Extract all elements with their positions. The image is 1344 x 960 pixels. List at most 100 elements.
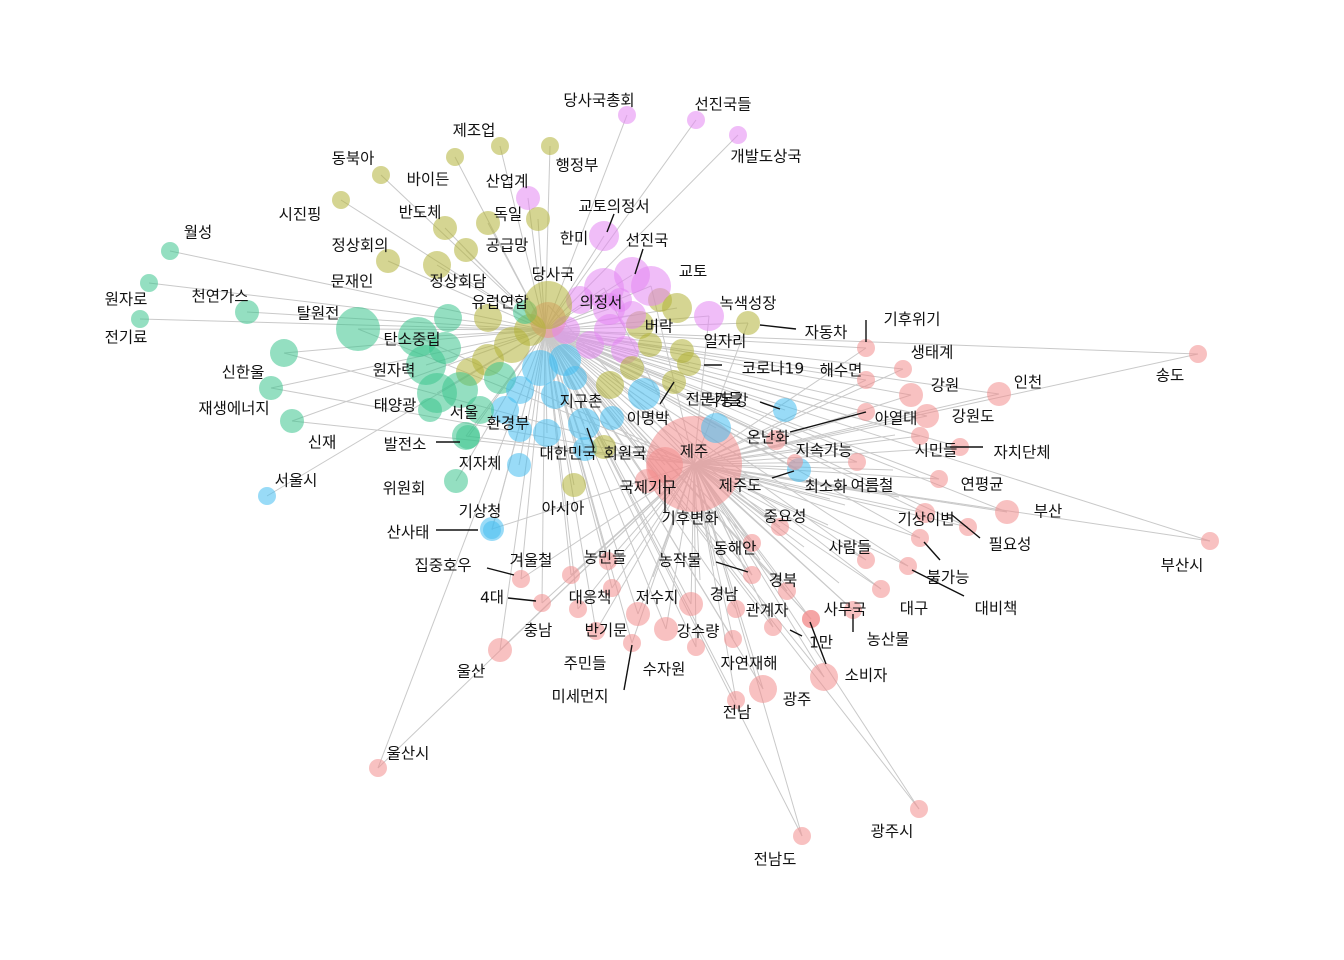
- node-jijache[interactable]: [507, 453, 531, 477]
- node-jigucheon[interactable]: [568, 408, 600, 440]
- node-4dae[interactable]: [533, 594, 551, 612]
- node-cheonyeongas[interactable]: [235, 300, 259, 324]
- node-dangsaguk_chonghoe[interactable]: [618, 106, 636, 124]
- node-dangsaguk[interactable]: [593, 293, 625, 325]
- node-haesumyeon[interactable]: [857, 371, 875, 389]
- node-jeongiryo[interactable]: [131, 310, 149, 328]
- node-onnanhwa[interactable]: [701, 413, 731, 443]
- node-jeongsanghoedam[interactable]: [423, 251, 451, 279]
- node-daehanminguk[interactable]: [573, 437, 597, 461]
- node-chungnam[interactable]: [569, 600, 587, 618]
- node-gwangyeja[interactable]: [764, 618, 782, 636]
- node-hoewonguk[interactable]: [592, 435, 616, 459]
- node-gangwon[interactable]: [899, 383, 923, 407]
- node-baideun[interactable]: [446, 148, 464, 166]
- node-gangwondo[interactable]: [915, 404, 939, 428]
- node-sansatae[interactable]: [483, 521, 501, 539]
- node-nakdonggang[interactable]: [773, 398, 797, 422]
- node-simindeul[interactable]: [911, 427, 929, 445]
- node-yeoreumcheol[interactable]: [848, 453, 866, 471]
- node-daegu[interactable]: [872, 580, 890, 598]
- node-hwangyeongbu[interactable]: [533, 419, 561, 447]
- node-core-cluster: [491, 396, 519, 424]
- node-wonjaro[interactable]: [140, 274, 158, 292]
- node-gukjegigu[interactable]: [635, 469, 659, 493]
- label-nongsanmul: 농산물: [867, 631, 910, 649]
- node-jisokganeung[interactable]: [766, 430, 786, 450]
- node-daebichaek[interactable]: [899, 557, 917, 575]
- label-tansojungnip: 탄소중립: [383, 331, 440, 349]
- node-nongmindeul[interactable]: [599, 552, 617, 570]
- leader-jadongcha: [759, 324, 797, 330]
- node-gisangibyeon[interactable]: [915, 503, 935, 523]
- node-ulsansi[interactable]: [369, 759, 387, 777]
- node-munjaein[interactable]: [376, 249, 400, 273]
- node-tansojungnip[interactable]: [398, 317, 438, 357]
- node-yeonpyeonggyun[interactable]: [930, 470, 948, 488]
- node-misemeonji[interactable]: [623, 634, 641, 652]
- node-talwonjeon[interactable]: [336, 307, 380, 351]
- node-bandoche[interactable]: [433, 216, 457, 240]
- node-noksaek[interactable]: [694, 301, 724, 331]
- node-haengjeongbu[interactable]: [541, 137, 559, 155]
- node-gwangjusi[interactable]: [910, 800, 928, 818]
- node-jeonnam[interactable]: [727, 691, 745, 709]
- node-daeeungchaek[interactable]: [603, 579, 621, 597]
- node-gangsuryang[interactable]: [654, 617, 678, 641]
- label-jejoeop: 제조업: [453, 122, 496, 140]
- node-seoulsi[interactable]: [258, 487, 276, 505]
- node-nongjakmul[interactable]: [743, 566, 761, 584]
- node-suja[interactable]: [687, 638, 705, 656]
- node-jeosuji[interactable]: [679, 592, 703, 616]
- edge-cross: [270, 387, 695, 465]
- label-jipjunghou: 집중호우: [414, 557, 471, 575]
- node-jayeonjaehae[interactable]: [724, 630, 742, 648]
- node-choesohwa[interactable]: [787, 454, 803, 470]
- node-songdo[interactable]: [1189, 345, 1207, 363]
- node-saramdeul[interactable]: [857, 551, 875, 569]
- node-sinhanul[interactable]: [270, 339, 298, 367]
- node-seonjinguk_deul[interactable]: [687, 111, 705, 129]
- node-sanopgye[interactable]: [526, 207, 550, 231]
- node-jumindeul[interactable]: [587, 622, 605, 640]
- node-bangimun[interactable]: [626, 602, 650, 626]
- node-wolseong[interactable]: [161, 242, 179, 260]
- node-jipjunghou[interactable]: [512, 570, 530, 588]
- node-sinjae[interactable]: [280, 409, 304, 433]
- node-gaebaldosangguk[interactable]: [729, 126, 747, 144]
- node-baljeonso[interactable]: [456, 425, 480, 449]
- node-jeonnamdo[interactable]: [793, 827, 811, 845]
- node-busan[interactable]: [995, 500, 1019, 524]
- node-gyeoulcheol[interactable]: [562, 566, 580, 584]
- node-imyeongbak[interactable]: [628, 378, 660, 410]
- node-nongsanmul[interactable]: [844, 601, 862, 619]
- node-gyeongbuk[interactable]: [778, 582, 796, 600]
- node-jaesaeng[interactable]: [259, 376, 283, 400]
- node-sobija[interactable]: [810, 663, 838, 691]
- node-ulsan[interactable]: [488, 638, 512, 662]
- node-sijinping[interactable]: [332, 191, 350, 209]
- node-corona[interactable]: [677, 352, 701, 376]
- node-gwangju[interactable]: [749, 675, 777, 703]
- node-jadongcha[interactable]: [736, 311, 760, 335]
- node-incheon[interactable]: [987, 382, 1011, 406]
- node-eu[interactable]: [524, 281, 572, 329]
- node-gihuwigi[interactable]: [857, 339, 875, 357]
- node-beorak[interactable]: [662, 293, 692, 323]
- node-ilman[interactable]: [802, 610, 820, 628]
- node-hanmi[interactable]: [618, 301, 646, 329]
- node-asia[interactable]: [562, 473, 586, 497]
- node-busansi[interactable]: [1201, 532, 1219, 550]
- node-saengtaegye[interactable]: [894, 360, 912, 378]
- node-gonggeupmang[interactable]: [476, 211, 500, 235]
- node-wiwonhoe[interactable]: [444, 469, 468, 493]
- node-kyoto_protocol[interactable]: [589, 221, 619, 251]
- node-gyeongnam[interactable]: [727, 600, 745, 618]
- node-jeongsanghoeui[interactable]: [454, 238, 478, 262]
- node-jejoeop[interactable]: [491, 137, 509, 155]
- node-kyoto[interactable]: [631, 266, 671, 306]
- node-dogil[interactable]: [516, 186, 540, 210]
- node-jungyoseong[interactable]: [771, 518, 789, 536]
- node-donghaean[interactable]: [743, 534, 761, 552]
- node-dongbuka[interactable]: [372, 166, 390, 184]
